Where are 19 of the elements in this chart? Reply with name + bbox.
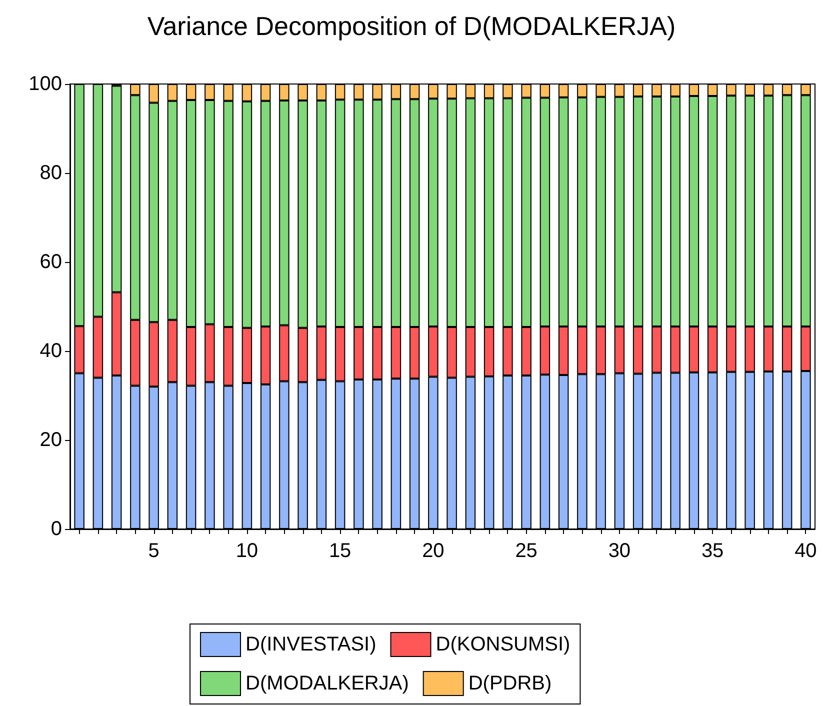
chart-title: Variance Decomposition of D(MODALKERJA) bbox=[147, 11, 676, 41]
y-tick-label: 40 bbox=[40, 340, 62, 362]
y-tick-label: 80 bbox=[40, 162, 62, 184]
legend-label: D(PDRB) bbox=[468, 672, 552, 694]
y-tick-label: 0 bbox=[50, 518, 62, 540]
x-tick-label: 25 bbox=[515, 540, 538, 562]
x-tick-label: 10 bbox=[236, 540, 258, 562]
legend-label: D(INVESTASI) bbox=[246, 634, 376, 656]
x-tick-label: 5 bbox=[148, 540, 160, 562]
legend-label: D(MODALKERJA) bbox=[246, 672, 409, 694]
y-tick-label: 20 bbox=[40, 429, 62, 451]
x-tick-label: 40 bbox=[794, 540, 817, 562]
legend-label: D(KONSUMSI) bbox=[436, 634, 570, 656]
x-tick-label: 20 bbox=[422, 540, 444, 562]
y-tick-label: 100 bbox=[28, 73, 62, 95]
x-tick-label: 15 bbox=[328, 540, 352, 562]
y-tick-label: 60 bbox=[40, 251, 62, 273]
x-tick-label: 30 bbox=[608, 540, 631, 562]
x-tick-label: 35 bbox=[701, 540, 724, 562]
